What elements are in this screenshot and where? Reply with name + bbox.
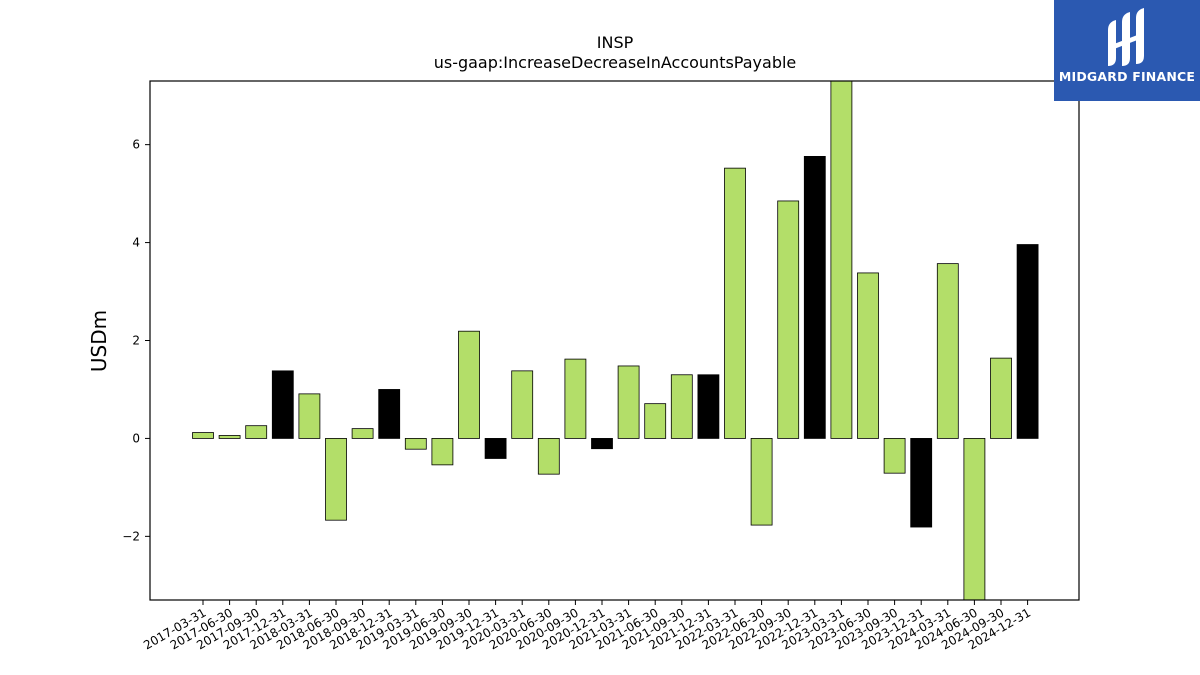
bar-2019-09-30	[458, 330, 480, 439]
y-tick-label: 4	[132, 236, 140, 250]
bar-2017-09-30	[245, 425, 268, 439]
bar-2024-03-31	[936, 263, 959, 439]
bar-2019-12-31	[484, 438, 507, 459]
plot-frame	[149, 80, 1080, 601]
bars-group	[192, 80, 1039, 601]
midgard-logo-icon	[1108, 8, 1144, 66]
bar-2018-03-31	[298, 393, 321, 439]
bar-2021-03-31	[617, 365, 640, 439]
y-axis: −2 0 2 4 6	[122, 138, 150, 543]
bar-2021-09-30	[670, 374, 693, 439]
bar-2024-06-30	[963, 438, 986, 601]
bar-2024-12-31	[1016, 244, 1039, 439]
y-tick-label: −2	[122, 529, 140, 543]
bar-2020-03-31	[511, 370, 534, 439]
bar-2023-12-31	[910, 438, 933, 528]
bar-2018-09-30	[351, 428, 374, 439]
bar-2019-06-30	[431, 438, 454, 466]
bar-2020-12-31	[591, 438, 613, 450]
bar-2022-12-31	[803, 155, 826, 439]
y-tick-label: 2	[132, 334, 140, 348]
bar-2023-06-30	[857, 272, 879, 439]
chart-subtitle: us-gaap:IncreaseDecreaseInAccountsPayabl…	[434, 53, 797, 72]
bar-2022-09-30	[777, 200, 800, 439]
y-tick-label: 6	[132, 138, 140, 152]
bar-2020-06-30	[537, 438, 560, 475]
bar-2017-03-31	[192, 432, 214, 439]
bar-2018-06-30	[325, 438, 347, 521]
chart-title: INSP	[597, 33, 634, 52]
y-tick-label: 0	[132, 431, 140, 445]
bar-2022-06-30	[750, 438, 773, 526]
bar-2021-06-30	[644, 403, 667, 439]
logo-text: MIDGARD FINANCE	[1058, 69, 1196, 84]
bar-2021-12-31	[697, 374, 720, 439]
y-axis-label: USDm	[87, 310, 111, 372]
bar-2020-09-30	[564, 358, 587, 439]
bar-2023-03-31	[830, 80, 853, 439]
bar-2019-03-31	[404, 438, 427, 450]
bar-2023-09-30	[883, 438, 906, 474]
bar-2018-12-31	[378, 389, 401, 439]
bar-2022-03-31	[724, 167, 746, 439]
x-axis: 2017-03-312017-06-302017-09-302017-12-31…	[141, 600, 1033, 652]
bar-2017-06-30	[218, 435, 241, 439]
bar-2017-12-31	[271, 370, 294, 439]
bar-2024-09-30	[990, 357, 1012, 439]
midgard-finance-logo: MIDGARD FINANCE	[1054, 0, 1200, 101]
